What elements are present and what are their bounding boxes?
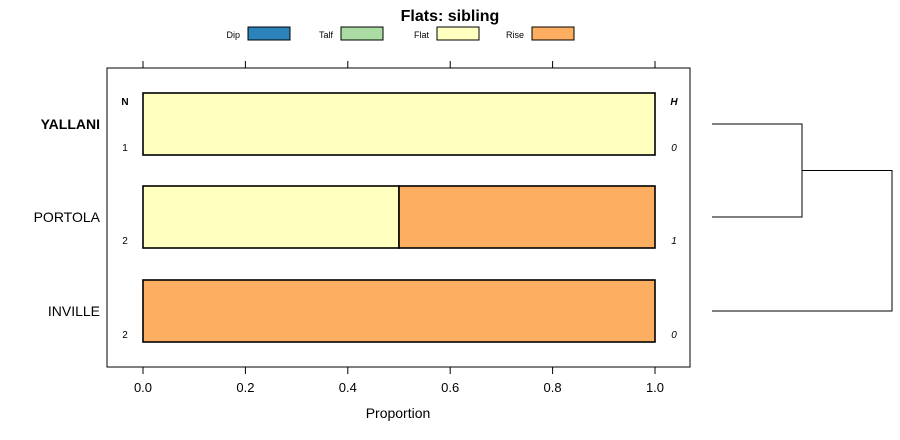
row-label-portola: PORTOLA — [34, 209, 101, 225]
n-value: 2 — [122, 330, 128, 341]
row-labels: YALLANI 1 0 PORTOLA 2 1 INVILLE 2 0 — [34, 116, 678, 341]
bars — [142, 92, 656, 343]
bar-portola-flat — [142, 185, 400, 249]
dendrogram-merge-1 — [712, 123, 803, 218]
h-value: 1 — [671, 236, 677, 247]
n-value: 1 — [122, 143, 128, 154]
legend-swatch-dip — [247, 26, 291, 41]
bar-portola-rise — [398, 185, 656, 249]
legend-swatch-flat — [436, 26, 480, 41]
legend-label-flat: Flat — [414, 30, 430, 40]
x-tick-label: 1.0 — [646, 380, 664, 395]
bar-yallani-flat — [142, 92, 656, 156]
dendrogram-merge-2 — [712, 170, 893, 312]
row-label-yallani: YALLANI — [41, 116, 100, 132]
h-column-header: H — [670, 97, 678, 108]
row-label-inville: INVILLE — [48, 303, 100, 319]
chart-title: Flats: sibling — [401, 8, 500, 25]
x-tick-label: 0.8 — [544, 380, 562, 395]
legend-label-dip: Dip — [226, 30, 240, 40]
legend-swatch-rise — [531, 26, 575, 41]
x-tick-label: 0.2 — [236, 380, 254, 395]
legend-label-talf: Talf — [319, 30, 334, 40]
n-column-header: N — [121, 97, 128, 108]
legend: Dip Talf Flat Rise — [226, 26, 575, 41]
plot-panel — [106, 67, 691, 368]
x-tick-label: 0.4 — [339, 380, 357, 395]
legend-swatch-talf — [340, 26, 384, 41]
dendrogram — [712, 123, 893, 312]
n-value: 2 — [122, 236, 128, 247]
legend-label-rise: Rise — [506, 30, 524, 40]
x-axis: 0.0 0.2 0.4 0.6 0.8 1.0 — [134, 61, 664, 395]
x-axis-label: Proportion — [366, 405, 431, 421]
x-tick-label: 0.6 — [441, 380, 459, 395]
h-value: 0 — [671, 330, 677, 341]
h-value: 0 — [671, 143, 677, 154]
x-tick-label: 0.0 — [134, 380, 152, 395]
bar-inville-rise — [142, 279, 656, 343]
